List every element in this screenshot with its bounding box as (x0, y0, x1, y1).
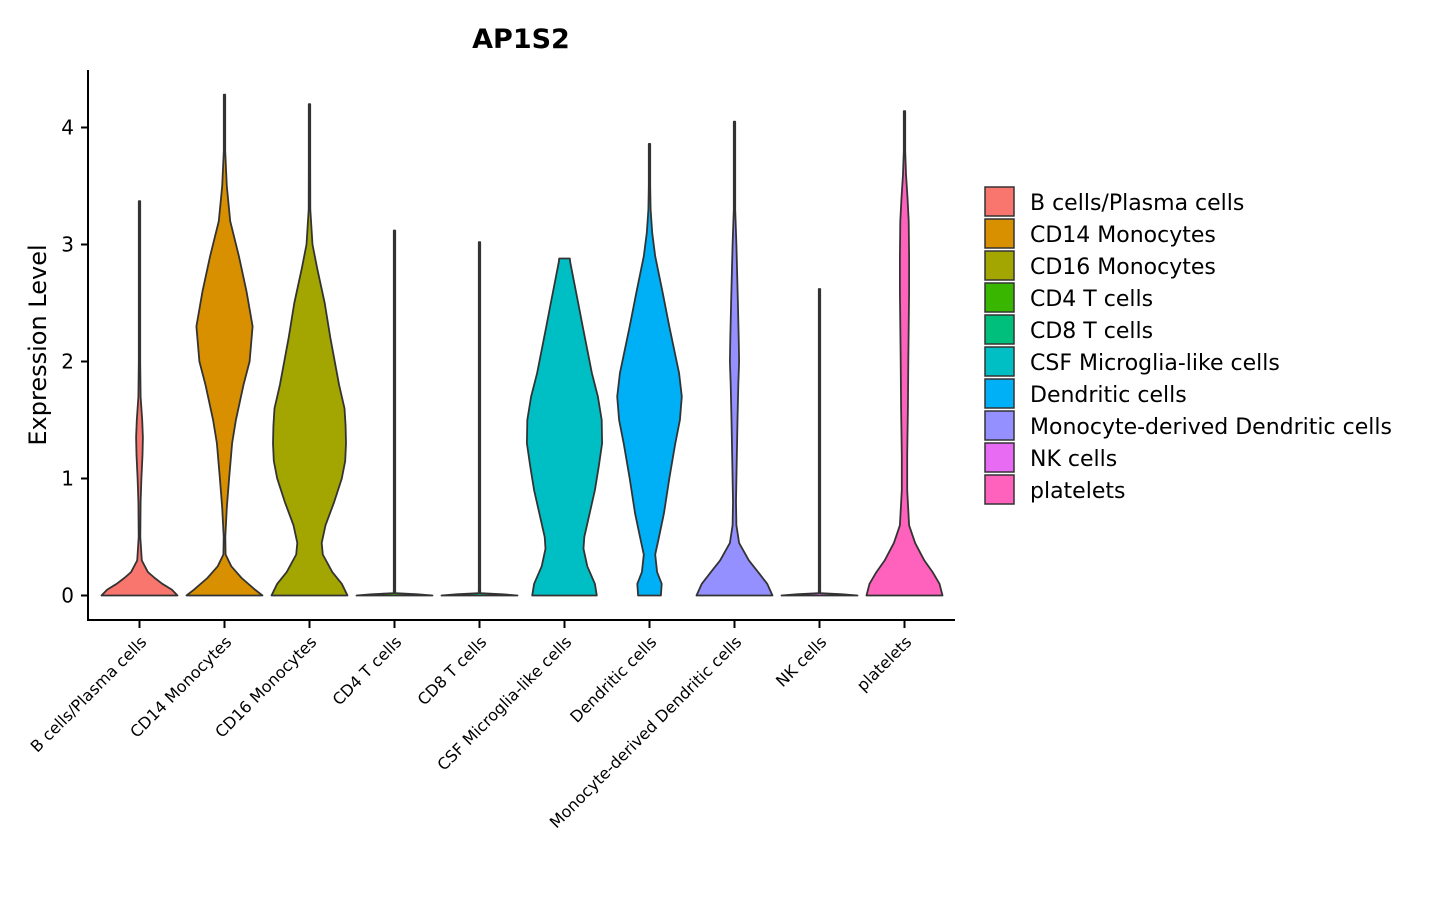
y-ticks: 0 1 2 3 4 (61, 116, 88, 608)
axes (87, 70, 955, 621)
violin-nk-cells (780, 288, 859, 597)
legend-label: CD8 T cells (1030, 319, 1153, 344)
x-tick-label: Monocyte-derived Dendritic cells (546, 632, 746, 832)
legend-label: Dendritic cells (1030, 383, 1187, 408)
violin-platelets (865, 110, 944, 597)
x-tick-label: NK cells (772, 632, 830, 690)
violin-dendritic-cells (616, 143, 683, 597)
chart-title: AP1S2 (472, 24, 570, 55)
legend-swatch-b-cells-plasma-cells (984, 186, 1015, 217)
violins-layer (100, 93, 944, 597)
x-tick-label: CD8 T cells (414, 632, 491, 709)
legend-label: NK cells (1030, 447, 1117, 472)
legend-swatch-dendritic-cells (984, 378, 1015, 409)
legend-label: CSF Microglia-like cells (1030, 351, 1280, 376)
x-tick-label: platelets (853, 632, 916, 695)
legend-label: CD4 T cells (1030, 287, 1153, 312)
legend: B cells/Plasma cells CD14 Monocytes CD16 M… (984, 186, 1392, 505)
violin-monocyte-derived-dendritic-cells (695, 120, 774, 597)
y-tick-label: 0 (61, 584, 74, 608)
y-tick-label: 2 (61, 350, 74, 374)
y-axis-label: Expression Level (24, 244, 52, 445)
y-tick-label: 1 (61, 467, 74, 491)
legend-swatch-cd4-t-cells (984, 282, 1015, 313)
legend-swatch-platelets (984, 474, 1015, 505)
x-tick-label: Dendritic cells (566, 632, 660, 726)
legend-swatch-cd8-t-cells (984, 314, 1015, 345)
legend-swatch-nk-cells (984, 442, 1015, 473)
x-tick-label: CD4 T cells (329, 632, 406, 709)
y-tick-label: 3 (61, 233, 74, 257)
violin-cd8-t-cells (440, 241, 519, 597)
legend-label: B cells/Plasma cells (1030, 191, 1244, 216)
legend-label: platelets (1030, 479, 1125, 504)
legend-label: CD16 Monocytes (1030, 255, 1216, 280)
violin-cd4-t-cells (355, 229, 434, 597)
legend-swatch-cd16-monocytes (984, 250, 1015, 281)
y-tick-label: 4 (61, 116, 74, 140)
violin-b-cells-plasma-cells (100, 200, 179, 597)
legend-swatch-csf-microglia-like-cells (984, 346, 1015, 377)
legend-label: CD14 Monocytes (1030, 223, 1216, 248)
violin-cd16-monocytes (270, 103, 349, 597)
violin-cd14-monocytes (185, 93, 264, 597)
violin-csf-microglia-like-cells (526, 257, 603, 597)
legend-swatch-monocyte-derived-dendritic-cells (984, 410, 1015, 441)
legend-label: Monocyte-derived Dendritic cells (1030, 415, 1392, 440)
x-tick-label: B cells/Plasma cells (27, 632, 151, 756)
legend-swatch-cd14-monocytes (984, 218, 1015, 249)
